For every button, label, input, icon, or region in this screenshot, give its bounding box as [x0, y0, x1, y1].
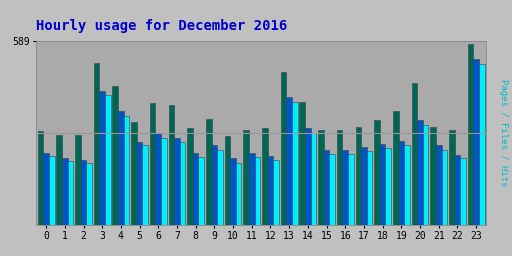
Bar [99, 91, 105, 225]
Bar [404, 145, 410, 225]
Bar [441, 150, 447, 225]
Bar [367, 151, 372, 225]
Bar [292, 102, 297, 225]
Bar [249, 153, 254, 225]
Bar [386, 148, 391, 225]
Bar [142, 145, 148, 225]
Bar [268, 156, 273, 225]
Bar [161, 138, 167, 225]
Bar [243, 130, 249, 225]
Bar [329, 154, 335, 225]
Bar [81, 159, 87, 225]
Bar [236, 163, 242, 225]
Bar [460, 158, 466, 225]
Bar [193, 153, 199, 225]
Bar [479, 64, 484, 225]
Bar [449, 130, 455, 225]
Bar [417, 120, 423, 225]
Bar [49, 156, 55, 225]
Bar [286, 97, 292, 225]
Bar [348, 154, 354, 225]
Bar [199, 157, 204, 225]
Bar [187, 128, 193, 225]
Bar [131, 122, 137, 225]
Bar [343, 150, 348, 225]
Bar [225, 136, 230, 225]
Bar [430, 127, 436, 225]
Text: Hourly usage for December 2016: Hourly usage for December 2016 [36, 19, 287, 33]
Bar [150, 103, 156, 225]
Bar [124, 116, 130, 225]
Bar [423, 125, 429, 225]
Bar [94, 62, 99, 225]
Bar [118, 111, 124, 225]
Bar [311, 133, 316, 225]
Bar [230, 158, 236, 225]
Bar [68, 161, 73, 225]
Bar [156, 133, 161, 225]
Bar [105, 95, 111, 225]
Bar [44, 153, 49, 225]
Bar [318, 130, 324, 225]
Bar [361, 147, 367, 225]
Bar [168, 105, 174, 225]
Bar [38, 131, 44, 225]
Bar [62, 158, 68, 225]
Bar [305, 128, 311, 225]
Bar [380, 144, 386, 225]
Bar [75, 135, 81, 225]
Bar [374, 120, 380, 225]
Bar [473, 59, 479, 225]
Bar [281, 72, 286, 225]
Bar [455, 155, 460, 225]
Bar [262, 128, 268, 225]
Bar [355, 127, 361, 225]
Bar [324, 150, 329, 225]
Bar [180, 142, 185, 225]
Bar [254, 157, 260, 225]
Bar [217, 150, 223, 225]
Bar [300, 102, 305, 225]
Bar [137, 142, 142, 225]
Bar [87, 163, 92, 225]
Text: Pages / Files / Hits: Pages / Files / Hits [499, 79, 508, 187]
Bar [273, 160, 279, 225]
Bar [412, 83, 417, 225]
Bar [337, 130, 343, 225]
Bar [467, 44, 473, 225]
Bar [56, 135, 62, 225]
Bar [436, 145, 441, 225]
Bar [211, 145, 217, 225]
Bar [393, 111, 398, 225]
Bar [398, 141, 404, 225]
Bar [113, 86, 118, 225]
Bar [206, 119, 211, 225]
Bar [174, 138, 180, 225]
